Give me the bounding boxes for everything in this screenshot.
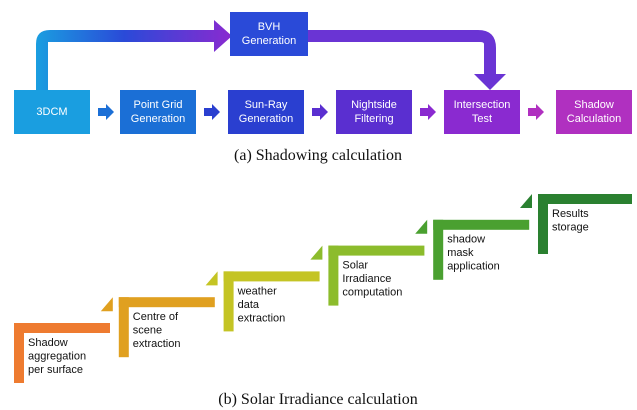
step-post	[433, 219, 444, 280]
step-post	[118, 297, 129, 358]
node-label: Results	[552, 208, 589, 220]
process-box	[556, 90, 632, 134]
node-label: extraction	[133, 338, 181, 350]
node-label: Calculation	[567, 113, 621, 125]
process-box	[230, 12, 308, 56]
flow-arrow	[420, 104, 436, 120]
arrow-to-intersection	[308, 30, 506, 90]
node-label: Shadow	[574, 99, 614, 111]
node-label: data	[238, 299, 260, 311]
node-label: Irradiance	[342, 273, 391, 285]
node-label: 3DCM	[36, 106, 67, 118]
node-label: aggregation	[28, 350, 86, 362]
caption-b: (b) Solar Irradiance calculation	[218, 391, 417, 408]
node-label: storage	[552, 221, 589, 233]
node-label: Intersection	[454, 99, 511, 111]
node-label: Shadow	[28, 337, 68, 349]
process-box	[120, 90, 196, 134]
step-post	[14, 323, 24, 383]
node-label: Generation	[239, 113, 293, 125]
node-label: weather	[237, 285, 277, 297]
node-label: Test	[472, 113, 492, 125]
node-label: Centre of	[133, 311, 179, 323]
node-label: Solar	[342, 260, 368, 272]
step-marker	[205, 271, 218, 286]
step-post	[223, 271, 234, 332]
node-label: extraction	[238, 312, 286, 324]
node-label: Generation	[242, 35, 296, 47]
process-box	[228, 90, 304, 134]
step-bar	[538, 194, 632, 204]
node-label: application	[447, 261, 500, 273]
step-bar	[433, 219, 530, 230]
node-label: Point Grid	[134, 99, 183, 111]
step-bar	[223, 271, 320, 282]
process-box	[336, 90, 412, 134]
node-label: mask	[447, 247, 474, 259]
node-label: Generation	[131, 113, 185, 125]
node-label: Filtering	[354, 113, 393, 125]
node-label: scene	[133, 325, 162, 337]
step-marker	[415, 219, 428, 234]
node-label: BVH	[258, 21, 281, 33]
process-box	[14, 90, 90, 134]
step-marker	[100, 297, 113, 312]
node-label: computation	[342, 287, 402, 299]
node-label: per surface	[28, 364, 83, 376]
step-bar	[328, 245, 425, 256]
step-post	[538, 194, 548, 254]
flow-arrow	[312, 104, 328, 120]
flow-arrow	[528, 104, 544, 120]
node-label: Nightside	[351, 99, 397, 111]
arrow-to-bvh	[36, 20, 232, 90]
flow-arrow	[204, 104, 220, 120]
step-post	[328, 245, 339, 306]
step-bar	[14, 323, 110, 333]
process-box	[444, 90, 520, 134]
flow-arrow	[98, 104, 114, 120]
node-label: Sun-Ray	[245, 99, 288, 111]
step-bar	[118, 297, 215, 308]
step-marker	[310, 245, 323, 260]
node-label: shadow	[447, 234, 485, 246]
caption-a: (a) Shadowing calculation	[234, 147, 402, 164]
step-marker	[520, 194, 532, 208]
